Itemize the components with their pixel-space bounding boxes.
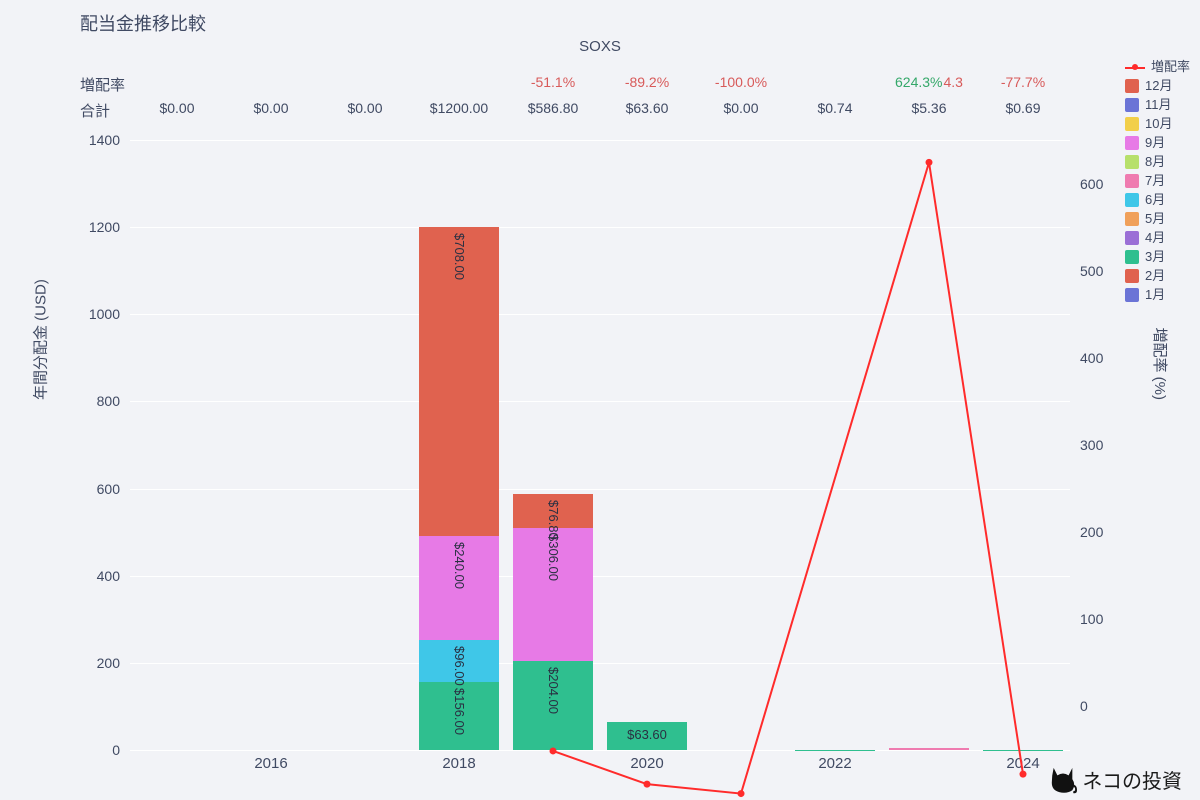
line-marker: [550, 747, 557, 754]
legend-item[interactable]: 8月: [1125, 153, 1190, 170]
growth-line: [553, 162, 1023, 793]
rate-cell: [412, 74, 506, 98]
legend-swatch: [1125, 231, 1139, 245]
legend-label: 8月: [1145, 153, 1165, 170]
legend-swatch: [1125, 155, 1139, 169]
y-tick-left: 1000: [89, 306, 120, 322]
total-cell: $586.80: [506, 100, 600, 124]
y-tick-right: 600: [1080, 176, 1103, 192]
watermark: ネコの投資: [1048, 765, 1182, 794]
row-label-total: 合計: [80, 100, 110, 121]
legend-item[interactable]: 6月: [1125, 191, 1190, 208]
legend-swatch: [1125, 136, 1139, 150]
chart-subtitle: SOXS: [0, 38, 1200, 55]
y-tick-left: 600: [97, 481, 120, 497]
x-tick-label: 2020: [630, 755, 663, 772]
total-cell: $0.00: [130, 100, 224, 124]
legend-label: 2月: [1145, 267, 1165, 284]
legend-label: 12月: [1145, 77, 1172, 94]
rate-cell: -89.2%: [600, 74, 694, 98]
legend-swatch: [1125, 98, 1139, 112]
legend-label: 7月: [1145, 172, 1165, 189]
y-tick-left: 1400: [89, 132, 120, 148]
row-rate-values: -51.1%-89.2%-100.0% 624.3%4.3-77.7%: [130, 74, 1070, 98]
legend-swatch: [1125, 288, 1139, 302]
line-marker: [1020, 771, 1027, 778]
legend-item[interactable]: 1月: [1125, 286, 1190, 303]
line-marker: [926, 159, 933, 166]
legend-label: 11月: [1145, 96, 1172, 113]
rate-cell: [318, 74, 412, 98]
y-tick-right: 300: [1080, 437, 1103, 453]
legend-item[interactable]: 7月: [1125, 172, 1190, 189]
legend-label: 6月: [1145, 191, 1165, 208]
total-cell: $0.00: [224, 100, 318, 124]
legend-swatch: [1125, 212, 1139, 226]
watermark-text: ネコの投資: [1082, 765, 1182, 794]
y-tick-left: 1200: [89, 219, 120, 235]
total-cell: $0.69: [976, 100, 1070, 124]
legend-item[interactable]: 11月: [1125, 96, 1190, 113]
y-tick-left: 200: [97, 655, 120, 671]
y-tick-right: 0: [1080, 698, 1088, 714]
total-cell: $63.60: [600, 100, 694, 124]
legend-line-label: 増配率: [1151, 58, 1190, 75]
row-total-values: $0.00$0.00$0.00$1200.00$586.80$63.60$0.0…: [130, 100, 1070, 124]
y-tick-right: 400: [1080, 350, 1103, 366]
legend-label: 5月: [1145, 210, 1165, 227]
y-tick-left: 400: [97, 568, 120, 584]
legend-item[interactable]: 5月: [1125, 210, 1190, 227]
x-tick-label: 2022: [818, 755, 851, 772]
y-tick-right: 100: [1080, 611, 1103, 627]
legend-swatch: [1125, 117, 1139, 131]
rate-cell: [224, 74, 318, 98]
rate-cell: -100.0%: [694, 74, 788, 98]
total-cell: $0.00: [694, 100, 788, 124]
x-tick-label: 2018: [442, 755, 475, 772]
rate-cell: [130, 74, 224, 98]
legend-item[interactable]: 12月: [1125, 77, 1190, 94]
legend-item[interactable]: 4月: [1125, 229, 1190, 246]
y-tick-left: 0: [112, 742, 120, 758]
gridline: [130, 750, 1070, 751]
legend-label: 3月: [1145, 248, 1165, 265]
line-marker: [738, 790, 745, 797]
legend-item[interactable]: 10月: [1125, 115, 1190, 132]
chart-title: 配当金推移比較: [80, 10, 206, 36]
y-tick-left: 800: [97, 393, 120, 409]
total-cell: $0.74: [788, 100, 882, 124]
legend-label: 1月: [1145, 286, 1165, 303]
legend-swatch: [1125, 174, 1139, 188]
legend-item[interactable]: 9月: [1125, 134, 1190, 151]
total-cell: $1200.00: [412, 100, 506, 124]
legend-swatch: [1125, 79, 1139, 93]
rate-cell: 624.3%4.3: [882, 74, 976, 98]
plot-area: 0200400600800100012001400010020030040050…: [130, 140, 1070, 750]
y-tick-right: 200: [1080, 524, 1103, 540]
row-label-rate: 増配率: [80, 74, 125, 95]
total-cell: $0.00: [318, 100, 412, 124]
y-axis-left-label: 年間分配金 (USD): [30, 279, 51, 400]
cat-icon: [1048, 766, 1078, 794]
y-tick-right: 500: [1080, 263, 1103, 279]
legend: 増配率 12月 11月 10月 9月 8月 7月 6月 5月 4月 3月 2月 1月: [1125, 58, 1190, 305]
rate-cell: -51.1%: [506, 74, 600, 98]
legend-label: 10月: [1145, 115, 1172, 132]
legend-swatch: [1125, 250, 1139, 264]
line-icon: [1125, 60, 1145, 74]
legend-swatch: [1125, 269, 1139, 283]
legend-label: 4月: [1145, 229, 1165, 246]
total-cell: $5.36: [882, 100, 976, 124]
x-tick-label: 2016: [254, 755, 287, 772]
line-layer: [130, 140, 1070, 750]
legend-label: 9月: [1145, 134, 1165, 151]
line-marker: [644, 781, 651, 788]
legend-swatch: [1125, 193, 1139, 207]
rate-cell: [788, 74, 882, 98]
legend-item[interactable]: 2月: [1125, 267, 1190, 284]
legend-line-item[interactable]: 増配率: [1125, 58, 1190, 75]
rate-cell: -77.7%: [976, 74, 1070, 98]
y-axis-right-label: 増配率 (%): [1150, 328, 1171, 401]
legend-item[interactable]: 3月: [1125, 248, 1190, 265]
